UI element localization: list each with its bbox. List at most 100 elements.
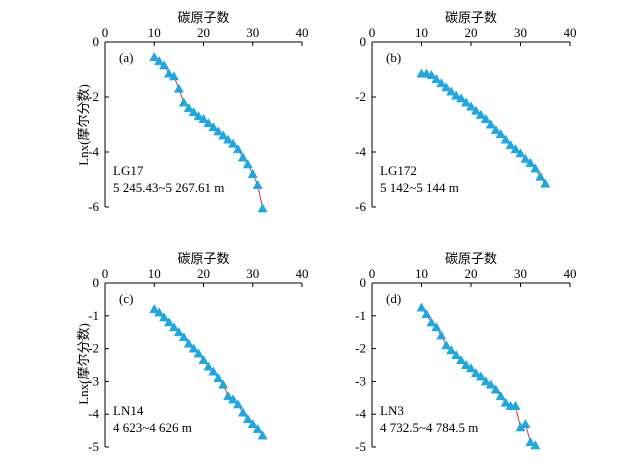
panel-a-point bbox=[173, 83, 184, 93]
panel-c-point bbox=[198, 354, 209, 365]
panel-d-point bbox=[451, 350, 462, 360]
panel-b-point bbox=[451, 90, 462, 100]
panel-a-point bbox=[257, 203, 268, 213]
panel-d-point bbox=[475, 371, 486, 381]
panel-c-point bbox=[149, 304, 160, 314]
panel-c-point bbox=[218, 379, 229, 389]
panel-c-depth-range: 4 623~4 626 m bbox=[113, 420, 192, 435]
panel-b-x-tick-label: 20 bbox=[465, 25, 478, 40]
panel-c-label: (c) bbox=[119, 291, 133, 306]
panel-d-point bbox=[500, 397, 511, 407]
panel-d-point bbox=[495, 391, 506, 401]
panel-a-point bbox=[159, 60, 170, 70]
panel-c-point bbox=[232, 399, 243, 409]
panel-b-point bbox=[525, 157, 536, 167]
panel-c-x-tick-label: 0 bbox=[102, 266, 109, 281]
panel-a-point bbox=[252, 179, 263, 189]
panel-a-point bbox=[223, 134, 234, 144]
panel-c-y-tick-label: -3 bbox=[88, 373, 99, 388]
panel-c-y-tick-label: -4 bbox=[88, 406, 99, 421]
panel-d-point bbox=[436, 330, 447, 340]
panel-a: 0 10 20 30 40 碳原子数 0 -2 -4 -6 (a) LG17 5 245.43~5 26… bbox=[88, 10, 308, 214]
panel-d-x-tick-label: 40 bbox=[564, 266, 577, 281]
panel-d-point bbox=[465, 363, 477, 373]
panel-a-point bbox=[213, 126, 224, 136]
panel-d-point bbox=[431, 322, 442, 332]
panel-a-y-tick-label: -4 bbox=[88, 144, 99, 159]
panel-a-point bbox=[228, 138, 239, 148]
y-axis-title-top: Lnx(摩尔分数) bbox=[76, 84, 91, 166]
panel-d-label: (d) bbox=[386, 291, 401, 306]
panel-b-point bbox=[441, 82, 452, 92]
panel-c-y-tick-label: -1 bbox=[88, 308, 99, 323]
panel-d-y-tick-label: -5 bbox=[355, 439, 366, 454]
panel-a-y-tick-label: 0 bbox=[93, 34, 100, 49]
panel-b: 0 10 20 30 40 碳原子数 0 -2 -4 -6 (b) LG172 5 142~5 144 … bbox=[355, 10, 576, 214]
panel-d-point bbox=[530, 440, 541, 450]
panel-c-x-tick-label: 30 bbox=[246, 266, 259, 281]
panel-a-point bbox=[218, 130, 229, 140]
panel-c-point bbox=[242, 414, 253, 424]
panel-c-point bbox=[257, 430, 268, 440]
panel-b-point bbox=[530, 163, 541, 173]
panel-b-point bbox=[490, 124, 501, 134]
panel-a-x-tick-label: 30 bbox=[246, 25, 259, 40]
panel-d-x-tick-label: 30 bbox=[514, 266, 527, 281]
panel-d-y-tick-label: -3 bbox=[355, 373, 366, 388]
panel-b-point bbox=[495, 129, 506, 139]
panel-d-well-name: LN3 bbox=[380, 403, 404, 418]
panel-c-y-tick-label: -2 bbox=[88, 341, 99, 356]
panel-c-point bbox=[173, 327, 184, 337]
panel-d-point bbox=[416, 302, 427, 312]
panel-c-x-tick-label: 40 bbox=[296, 266, 309, 281]
panel-b-well-name: LG172 bbox=[380, 163, 417, 178]
panel-c-y-tick-label: 0 bbox=[93, 275, 100, 290]
panel-c-x-tick-label: 20 bbox=[197, 266, 210, 281]
panel-b-point bbox=[465, 101, 477, 111]
panel-b-point bbox=[426, 69, 437, 79]
panel-d-point bbox=[480, 376, 491, 386]
panel-b-point bbox=[480, 113, 491, 123]
panel-c: 0 10 20 30 40 碳原子数 0 -1 -2 -3 -4 -5 (c) LN14 4 623~4 6… bbox=[88, 251, 308, 454]
panel-b-x-tick-label: 30 bbox=[514, 25, 527, 40]
panel-d-depth-range: 4 732.5~4 784.5 m bbox=[380, 420, 478, 435]
panel-a-label: (a) bbox=[119, 50, 133, 65]
panel-d-point bbox=[485, 379, 496, 389]
panel-a-point bbox=[178, 97, 189, 107]
panel-b-y-tick-label: -2 bbox=[355, 89, 366, 104]
panel-b-x-tick-label: 10 bbox=[415, 25, 428, 40]
panel-d-point bbox=[510, 400, 521, 410]
panel-d-point bbox=[490, 384, 501, 394]
panel-a-point bbox=[149, 52, 160, 62]
panel-b-point bbox=[510, 144, 521, 154]
panel-b-point bbox=[540, 178, 551, 188]
panel-b-x-axis-title: 碳原子数 bbox=[445, 10, 497, 25]
panel-b-point bbox=[485, 119, 496, 129]
panel-c-point bbox=[247, 418, 258, 428]
panel-d-point bbox=[456, 354, 467, 365]
panel-c-point bbox=[183, 338, 194, 348]
panel-c-point bbox=[237, 407, 248, 417]
panel-c-y-tick-label: -5 bbox=[88, 439, 99, 454]
panel-a-x-tick-label: 20 bbox=[197, 25, 210, 40]
panel-b-point bbox=[475, 109, 486, 119]
panel-a-point bbox=[188, 107, 199, 117]
panel-a-point bbox=[164, 68, 175, 78]
panel-a-point bbox=[203, 118, 214, 128]
panel-d-x-tick-label: 10 bbox=[415, 266, 428, 281]
panel-a-point bbox=[198, 113, 209, 123]
panel-c-point bbox=[193, 348, 204, 358]
panel-a-point bbox=[154, 56, 165, 66]
panel-b-point bbox=[500, 134, 511, 144]
panel-b-label: (b) bbox=[386, 50, 401, 65]
panel-a-point bbox=[237, 152, 248, 162]
panel-a-depth-range: 5 245.43~5 267.61 m bbox=[113, 180, 224, 195]
panel-a-x-tick-label: 10 bbox=[148, 25, 161, 40]
panel-a-point bbox=[193, 111, 204, 121]
panel-b-point bbox=[520, 153, 531, 163]
panel-b-point bbox=[461, 97, 472, 107]
panel-d-x-tick-label: 0 bbox=[369, 266, 376, 281]
panel-a-y-tick-label: -2 bbox=[88, 89, 99, 104]
panel-c-x-axis-title: 碳原子数 bbox=[177, 251, 229, 266]
panel-a-point bbox=[208, 122, 219, 132]
